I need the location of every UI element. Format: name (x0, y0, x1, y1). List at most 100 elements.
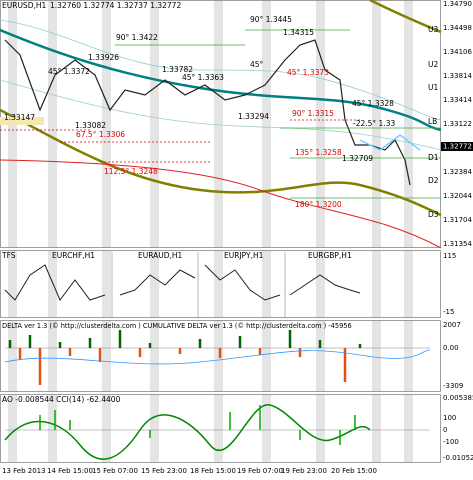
annotation: 45° 1.3372 (48, 67, 90, 76)
tfs-symbol: EURCHF,H1 (52, 251, 95, 260)
ao-axis-label: 100 (443, 414, 456, 422)
indicator-lines (0, 0, 442, 249)
price-label: 1.34790 (443, 0, 472, 8)
annotation: 1.33147 (4, 113, 35, 122)
annotation: 1.33782 (162, 65, 193, 74)
session-band (150, 394, 159, 462)
session-band (48, 320, 57, 392)
session-band (262, 250, 271, 318)
level-label: U2 (428, 60, 438, 69)
session-band (372, 0, 381, 248)
delta-axis-label: 0.00 (443, 344, 459, 352)
session-band (214, 250, 223, 318)
ao-axis-label: -0.010528 (443, 454, 473, 462)
session-band (8, 250, 17, 318)
time-label: 19 Feb 23:00 (281, 467, 327, 475)
price-label: 1.33814 (443, 72, 472, 80)
time-label: 15 Feb 07:00 (92, 467, 138, 475)
ohlc: 1.32760 1.32774 1.32737 1.32772 (50, 1, 181, 10)
delta-axis-label: -3309 (443, 382, 463, 390)
delta-bars (4, 330, 431, 385)
annotation: -22.5° 1.33 (353, 119, 395, 128)
annotation: 45° 1.3363 (182, 73, 224, 82)
annotation: 45° 1.3328 (352, 99, 394, 108)
annotation: 45° 1.3373 (287, 68, 329, 77)
session-band (316, 250, 325, 318)
session-band (316, 0, 325, 248)
level-label: U3 (428, 25, 438, 34)
annotation: 112.5° 1.3248 (104, 167, 158, 176)
panel-borders (0, 0, 441, 463)
annotation: 1.32709 (342, 154, 373, 163)
session-band (262, 0, 271, 248)
session-band (372, 320, 381, 392)
price-label: 1.31354 (443, 240, 472, 248)
session-band (150, 0, 159, 248)
session-band (404, 320, 413, 392)
price-label: 1.34106 (443, 48, 472, 56)
session-band (150, 250, 159, 318)
session-band (372, 394, 381, 462)
session-band (404, 250, 413, 318)
session-band (48, 0, 57, 248)
session-band (150, 320, 159, 392)
session-band (48, 250, 57, 318)
session-band (316, 394, 325, 462)
tfs-title: TFS (1, 251, 16, 260)
level-label: D3 (428, 210, 439, 219)
session-band (214, 394, 223, 462)
time-label: 14 Feb 15:00 (47, 467, 93, 475)
price-label: 1.34498 (443, 24, 472, 32)
time-label: 19 Feb 07:00 (237, 467, 283, 475)
delta-axis-label: 2007 (443, 321, 461, 329)
ao-axis-label: 0.005385 (443, 394, 473, 402)
ao-axis-label: 0 (443, 426, 447, 434)
tfs-symbol: EURJPY,H1 (224, 251, 264, 260)
annotation: 90° 1.3445 (250, 15, 292, 24)
price-label: 1.33122 (443, 120, 472, 128)
session-band (404, 0, 413, 248)
price-label: 1.32384 (443, 168, 472, 176)
level-label: LB (428, 117, 437, 126)
price-label: 1.31704 (443, 216, 472, 224)
session-band (102, 0, 111, 248)
symbol-title: EURUSD,H1 (2, 1, 46, 10)
session-band (102, 320, 111, 392)
ao-axis-label: -100 (443, 438, 459, 446)
delta-title: DELTA ver 1.3 (© http://clusterdelta.com… (2, 322, 352, 330)
tfs-symbol: EURGBP,H1 (308, 251, 352, 260)
annotation: 1.34315 (283, 28, 314, 37)
annotation: 45° (250, 60, 264, 69)
session-band (102, 250, 111, 318)
annotation: 1.33082 (75, 121, 106, 130)
time-label: 18 Feb 15:00 (190, 467, 236, 475)
annotation: 90° 1.3422 (116, 33, 158, 42)
annotation: 135° 1.3258 (295, 148, 342, 157)
annotation: 67.5° 1.3306 (76, 130, 125, 139)
tfs-axis-label: 115 (443, 252, 456, 260)
level-label: U1 (428, 83, 438, 92)
price-label: 1.33414 (443, 96, 472, 104)
session-band (262, 320, 271, 392)
tfs-symbol: EURAUD,H1 (138, 251, 183, 260)
session-band (102, 394, 111, 462)
time-label: 13 Feb 2013 (2, 467, 46, 475)
price-label: 1.32044 (443, 192, 472, 200)
annotation: 90° 1.3315 (292, 109, 334, 118)
session-band (372, 250, 381, 318)
session-band (404, 394, 413, 462)
session-band (214, 320, 223, 392)
level-label: D2 (428, 176, 439, 185)
level-label: D1 (428, 153, 439, 162)
session-band (262, 394, 271, 462)
time-label: 15 Feb 23:00 (141, 467, 187, 475)
session-band (48, 394, 57, 462)
current-price: 1.32772 (443, 143, 472, 151)
session-band (8, 320, 17, 392)
annotation: 1.33294 (238, 112, 269, 121)
annotation: 180° 1.3200 (295, 200, 342, 209)
ao-title: AO -0.008544 CCI(14) -62.4400 (2, 395, 121, 404)
tfs-axis-label: -15 (443, 308, 454, 316)
